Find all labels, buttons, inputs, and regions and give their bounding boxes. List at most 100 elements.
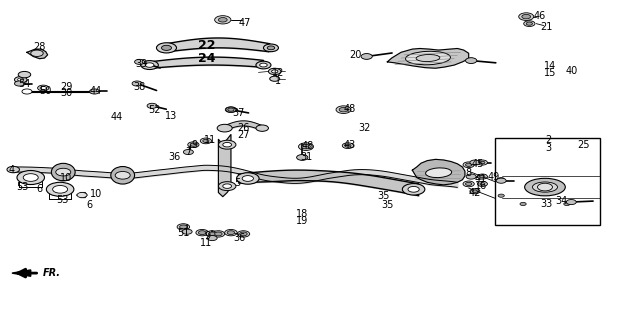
Circle shape	[466, 58, 476, 63]
Circle shape	[132, 81, 142, 86]
Text: 42: 42	[469, 188, 481, 198]
Circle shape	[214, 232, 222, 236]
Circle shape	[495, 193, 507, 198]
Text: 14: 14	[544, 61, 556, 71]
Text: 34: 34	[555, 196, 567, 206]
Text: 6: 6	[87, 200, 93, 210]
Text: 22: 22	[198, 39, 216, 52]
Circle shape	[517, 201, 529, 207]
Text: 7: 7	[185, 147, 191, 157]
Circle shape	[465, 182, 472, 186]
Text: 4: 4	[9, 165, 15, 175]
Polygon shape	[77, 193, 87, 197]
Circle shape	[18, 71, 31, 78]
Circle shape	[208, 232, 216, 236]
Text: 49: 49	[488, 172, 500, 181]
Ellipse shape	[406, 51, 450, 65]
Circle shape	[298, 143, 314, 150]
Circle shape	[480, 161, 485, 164]
Text: 39: 39	[135, 60, 147, 69]
Circle shape	[498, 194, 504, 197]
Text: 38: 38	[134, 82, 145, 92]
Circle shape	[466, 174, 476, 179]
Circle shape	[260, 63, 267, 67]
Text: 37: 37	[232, 108, 245, 118]
Circle shape	[40, 86, 46, 90]
Text: 46: 46	[534, 11, 546, 21]
Polygon shape	[27, 49, 48, 59]
Circle shape	[17, 171, 45, 185]
Text: 53: 53	[16, 182, 29, 192]
Circle shape	[196, 229, 208, 236]
Text: 43: 43	[344, 140, 356, 150]
Ellipse shape	[525, 178, 566, 196]
Circle shape	[237, 231, 250, 237]
Circle shape	[14, 81, 24, 86]
Ellipse shape	[426, 168, 451, 178]
Circle shape	[463, 181, 474, 187]
Circle shape	[225, 107, 236, 113]
Circle shape	[524, 21, 535, 27]
Text: 35: 35	[377, 191, 390, 201]
Circle shape	[187, 142, 199, 148]
Circle shape	[519, 13, 534, 20]
Text: 51: 51	[177, 228, 189, 238]
Circle shape	[268, 68, 281, 75]
Text: 29: 29	[60, 82, 73, 92]
Text: 25: 25	[577, 140, 590, 150]
Circle shape	[495, 176, 507, 182]
Circle shape	[256, 125, 268, 131]
Circle shape	[342, 143, 354, 148]
Text: 9: 9	[204, 231, 210, 241]
Text: 19: 19	[296, 216, 308, 226]
Circle shape	[223, 184, 231, 188]
Circle shape	[302, 144, 310, 149]
Circle shape	[498, 178, 504, 181]
Text: 36: 36	[169, 152, 181, 163]
Text: 8: 8	[466, 168, 472, 178]
Text: 21: 21	[540, 22, 552, 32]
Text: 16: 16	[475, 181, 487, 191]
Text: 26: 26	[237, 123, 250, 133]
Circle shape	[53, 186, 68, 193]
Circle shape	[46, 182, 74, 196]
Text: 45: 45	[472, 159, 483, 169]
Circle shape	[566, 199, 576, 204]
Circle shape	[236, 173, 259, 184]
Circle shape	[240, 232, 247, 236]
Circle shape	[206, 231, 218, 237]
Text: 1: 1	[275, 76, 282, 86]
Circle shape	[228, 108, 234, 111]
Text: 50: 50	[40, 85, 52, 96]
Circle shape	[200, 138, 211, 144]
Text: 6: 6	[36, 184, 43, 194]
Circle shape	[561, 201, 572, 207]
Circle shape	[23, 174, 38, 181]
Circle shape	[212, 231, 224, 237]
Circle shape	[477, 174, 487, 179]
Circle shape	[157, 43, 176, 53]
Circle shape	[218, 182, 236, 191]
Text: 27: 27	[237, 130, 250, 140]
Circle shape	[224, 229, 237, 236]
Circle shape	[115, 172, 130, 179]
Text: 44: 44	[90, 85, 102, 96]
Circle shape	[480, 175, 485, 178]
Text: 13: 13	[165, 111, 177, 121]
Text: 18: 18	[296, 209, 308, 219]
Text: 12: 12	[272, 68, 285, 78]
Circle shape	[522, 14, 530, 19]
Circle shape	[472, 190, 477, 193]
Circle shape	[263, 44, 278, 52]
Text: 48: 48	[344, 104, 356, 114]
Circle shape	[336, 106, 351, 114]
Circle shape	[90, 89, 100, 94]
Circle shape	[520, 202, 526, 205]
Circle shape	[297, 155, 308, 160]
Circle shape	[267, 46, 275, 50]
Circle shape	[18, 78, 24, 81]
Text: 52: 52	[148, 105, 161, 115]
Text: 40: 40	[565, 67, 577, 76]
Circle shape	[177, 224, 189, 230]
Circle shape	[190, 143, 196, 146]
